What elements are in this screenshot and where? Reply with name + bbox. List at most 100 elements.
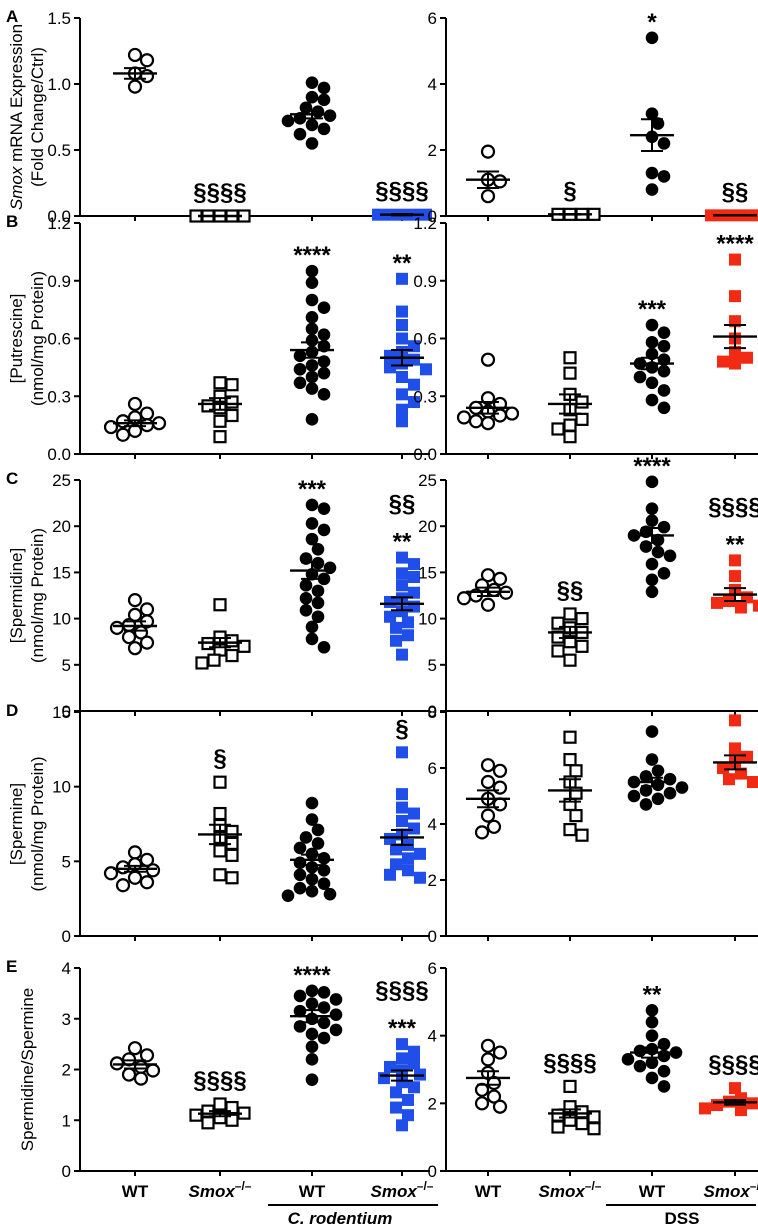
data-point: [121, 629, 137, 645]
data-point: [305, 984, 319, 998]
significance-label: §§§§: [708, 493, 758, 520]
data-point: [396, 551, 408, 564]
data-point: [127, 79, 143, 94]
data-point: [575, 1105, 589, 1119]
y-tick-label: 4: [428, 815, 437, 834]
data-point: [563, 752, 577, 767]
data-point: [396, 272, 408, 285]
data-point: [645, 725, 659, 738]
data-point: [213, 376, 227, 390]
data-point: [645, 107, 659, 120]
y-tick-label: 15: [52, 563, 71, 582]
y-tick-label: 3: [62, 1010, 71, 1029]
data-point: [480, 808, 496, 823]
significance-label: §§: [389, 491, 416, 518]
group-1: [466, 144, 510, 204]
data-point: [645, 573, 659, 587]
data-point: [396, 1119, 408, 1132]
data-point: [305, 382, 319, 395]
y-tick-label: 2: [428, 141, 437, 160]
panel-4-right: 0 2 4 6 8: [428, 703, 758, 946]
data-point: [657, 401, 671, 415]
data-point: [305, 264, 319, 278]
data-point: [317, 366, 331, 380]
data-point: [645, 514, 659, 527]
data-point: [663, 549, 677, 563]
data-point: [305, 118, 319, 132]
data-point: [299, 831, 313, 844]
data-point: [396, 415, 408, 428]
group-label-left-2: Smox–/–: [189, 1179, 252, 1201]
y-tick-label: 4: [428, 75, 437, 94]
significance-label: ***: [388, 1015, 417, 1042]
data-point: [657, 1064, 671, 1078]
significance-label: ***: [298, 476, 327, 503]
data-point: [456, 591, 472, 606]
data-point: [633, 370, 647, 384]
data-point: [305, 370, 319, 384]
data-point: [139, 53, 155, 68]
data-point: [127, 396, 143, 412]
data-point: [480, 597, 496, 612]
data-point: [305, 311, 319, 324]
data-point: [402, 616, 414, 629]
data-point: [115, 878, 131, 893]
data-point: [145, 863, 161, 878]
data-point: [213, 1097, 227, 1111]
significance-label: ****: [716, 231, 754, 258]
data-point: [293, 127, 307, 141]
data-point: [651, 545, 665, 559]
data-point: [569, 764, 583, 778]
group-3: [281, 76, 337, 150]
data-point: [657, 384, 671, 397]
data-point: [384, 610, 396, 623]
data-point: [663, 772, 677, 786]
significance-label: ****: [293, 242, 331, 269]
group-label-left-1: WT: [122, 1182, 149, 1201]
group-2: §§§§: [543, 1049, 601, 1136]
group-label-right-4: Smox–/–: [704, 1179, 758, 1201]
data-point: [396, 319, 408, 332]
y-tick-label: 6: [428, 959, 437, 978]
data-point: [378, 1072, 390, 1085]
data-point: [293, 376, 307, 390]
group-3: *: [630, 9, 674, 196]
data-point: [396, 1076, 408, 1089]
data-point: [299, 603, 313, 617]
data-point: [563, 653, 577, 667]
data-point: [717, 762, 729, 774]
data-point: [317, 986, 331, 999]
y-tick-label: 0: [428, 207, 437, 226]
y-axis-label: Spermidine/Spermine: [18, 988, 37, 1151]
group-2: [548, 351, 592, 444]
data-point: [486, 582, 502, 598]
data-point: [305, 498, 319, 512]
data-point: [480, 758, 496, 773]
data-point: [575, 828, 589, 842]
y-tick-label: 0.0: [47, 445, 71, 464]
data-point: [225, 648, 239, 663]
data-point: [575, 1117, 589, 1131]
data-point: [408, 586, 420, 599]
group-label-right-3: WT: [639, 1182, 666, 1201]
data-point: [645, 585, 659, 599]
data-point: [639, 798, 653, 811]
data-point: [420, 208, 432, 221]
data-point: [133, 1071, 149, 1086]
data-point: [396, 388, 408, 401]
group-label-left-3: WT: [299, 1182, 326, 1201]
data-point: [317, 572, 331, 586]
data-point: [390, 634, 402, 647]
data-point: [396, 332, 408, 345]
panel-letter: E: [6, 957, 17, 976]
group-3: [281, 796, 337, 902]
y-axis-label: Smox mRNA Expression: [7, 24, 26, 210]
y-axis-label: (nmol/mg Protein): [28, 271, 47, 406]
data-point: [390, 1086, 402, 1099]
data-point: [213, 844, 227, 858]
data-point: [281, 889, 295, 902]
data-point: [396, 1052, 408, 1065]
data-point: [414, 847, 426, 860]
data-point: [281, 114, 295, 128]
